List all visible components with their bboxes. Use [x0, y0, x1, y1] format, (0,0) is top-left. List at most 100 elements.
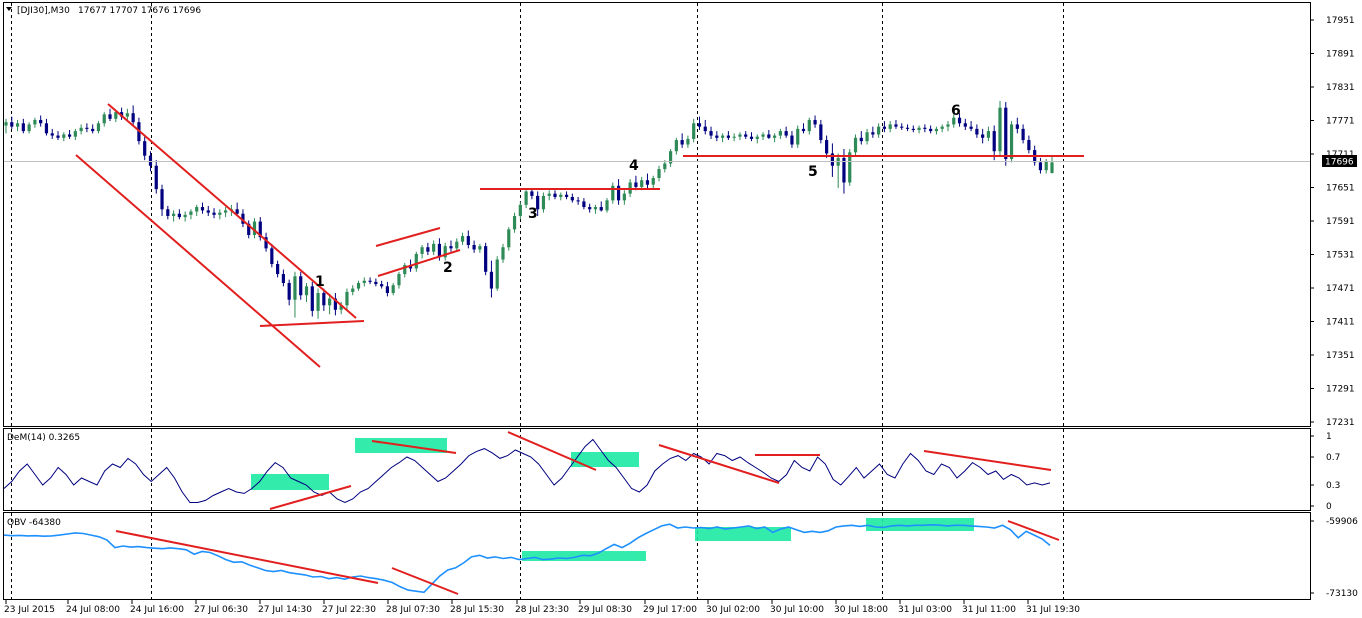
collapse-arrow-icon[interactable]	[6, 7, 12, 11]
candle	[4, 118, 8, 134]
time-tick-label: 28 Jul 15:30	[450, 605, 504, 615]
candle	[900, 123, 904, 130]
current-price-tag	[1322, 155, 1357, 167]
candle	[986, 126, 991, 142]
candle	[328, 294, 332, 315]
candle	[917, 125, 921, 134]
price-tick-label: 17591	[1326, 217, 1355, 227]
candle	[755, 134, 759, 144]
candle	[570, 193, 574, 203]
candle	[524, 188, 528, 209]
candle	[316, 288, 320, 319]
candle	[489, 260, 494, 298]
candle	[478, 243, 482, 253]
price-tick-label: 17291	[1326, 385, 1355, 395]
candle	[697, 116, 702, 130]
dem-tick-label: 0	[1326, 502, 1332, 512]
price-tick-label: 17831	[1326, 83, 1355, 93]
candle	[374, 278, 378, 287]
candle	[171, 210, 176, 222]
candle	[853, 134, 858, 156]
candle	[536, 191, 540, 216]
dem-highlight-1	[251, 474, 329, 490]
dem-tick-label: 0.7	[1326, 453, 1340, 463]
time-tick-label: 30 Jul 02:00	[706, 605, 760, 615]
candle	[10, 116, 14, 129]
candle	[975, 124, 979, 138]
obv-panel[interactable]	[3, 512, 1311, 600]
dem-trend-6	[923, 450, 1052, 471]
candle	[276, 260, 280, 278]
time-tick-label: 27 Jul 14:30	[258, 605, 312, 615]
candle	[501, 243, 505, 263]
obv-trend-3	[1007, 520, 1060, 541]
candle	[200, 202, 205, 214]
candle	[992, 125, 996, 161]
candle	[270, 243, 274, 268]
candle	[963, 118, 967, 130]
candle	[865, 128, 869, 145]
annotation-4: 4	[629, 158, 639, 174]
candle	[460, 232, 465, 246]
dem-tick-label: 1	[1326, 432, 1332, 442]
candle	[224, 207, 228, 218]
candle	[131, 105, 135, 127]
candle	[998, 100, 1002, 157]
candle	[813, 115, 817, 128]
candle	[119, 107, 124, 120]
obv-highlight-2	[695, 527, 791, 541]
candle	[1050, 156, 1054, 174]
candle	[403, 262, 407, 278]
candle	[801, 123, 806, 134]
candle	[582, 198, 586, 210]
candle	[726, 131, 730, 141]
candle	[287, 279, 291, 306]
candle	[21, 118, 25, 134]
candle	[981, 128, 985, 144]
flag-upper	[375, 227, 441, 247]
candle	[512, 212, 517, 233]
candle	[154, 160, 158, 194]
price-tick-label: 17351	[1326, 351, 1355, 361]
candle	[593, 204, 598, 214]
candle	[773, 133, 777, 143]
candle	[761, 132, 765, 141]
candle	[871, 126, 875, 138]
candle	[732, 133, 736, 142]
current-price-value: 17696	[1325, 158, 1354, 168]
dem-trend-2	[371, 440, 457, 454]
time-tick-label: 23 Jul 2015	[4, 605, 55, 615]
obv-trend-1	[115, 530, 379, 584]
candle	[749, 132, 754, 142]
candle	[622, 190, 626, 205]
candle	[449, 240, 453, 252]
obv-trend-2	[391, 567, 459, 595]
candle	[108, 108, 112, 122]
annotation-1: 1	[315, 274, 325, 290]
candle	[819, 119, 823, 144]
candle	[588, 203, 592, 213]
time-axis: 23 Jul 2015 24 Jul 08:00 24 Jul 16:00 27 Ju…	[4, 600, 1080, 615]
candle	[484, 242, 488, 276]
price-panel[interactable]	[3, 2, 1311, 427]
dem-trend-3	[507, 431, 597, 471]
channel-upper	[107, 103, 357, 319]
candle	[455, 238, 459, 251]
candle	[1027, 135, 1031, 154]
candle	[380, 280, 384, 289]
annotations: 1 2 3 4 5 6	[315, 103, 961, 290]
candle	[877, 123, 881, 138]
candle	[79, 124, 83, 135]
candle	[351, 285, 355, 296]
dem-tick-label: 0.3	[1326, 481, 1340, 491]
candle	[443, 242, 447, 261]
candle	[605, 198, 609, 213]
candle	[576, 196, 580, 205]
obv-line	[3, 523, 1051, 594]
candle	[882, 121, 887, 133]
dem-axis: 1 0.7 0.3 0	[1310, 432, 1340, 512]
candle	[218, 209, 222, 220]
channel-lower	[75, 154, 321, 368]
candle	[518, 201, 522, 220]
